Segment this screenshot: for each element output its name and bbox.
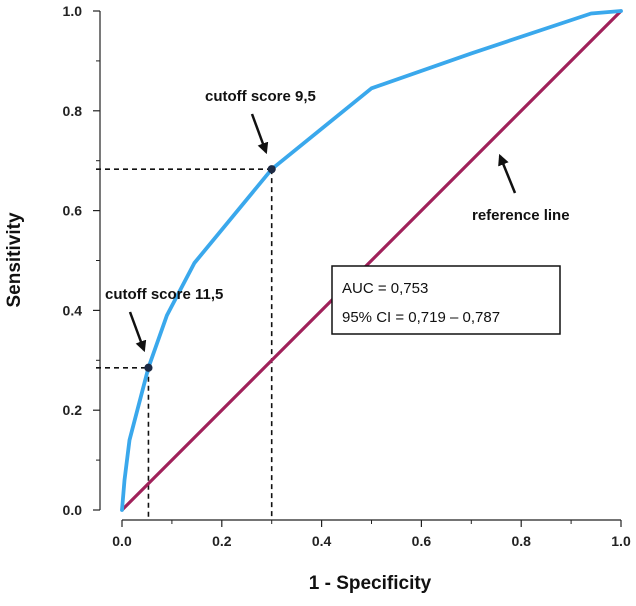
y-tick-label: 0.8 (63, 103, 83, 119)
reference-line-label: reference line (472, 207, 570, 224)
annotations: cutoff score 9,5 cutoff score 11,5 refer… (105, 88, 570, 353)
cutoff-label-9-5: cutoff score 9,5 (205, 88, 316, 105)
y-tick-label: 0.2 (63, 402, 83, 418)
arrow-cutoff-9-5 (250, 113, 269, 155)
cutoff-guides (96, 168, 273, 520)
x-tick-label: 0.8 (511, 533, 531, 549)
stats-ci: 95% CI = 0,719 – 0,787 (342, 309, 500, 326)
y-tick-label: 0.0 (63, 502, 83, 518)
cutoff-label-11-5: cutoff score 11,5 (105, 286, 223, 303)
arrow-cutoff-11-5 (128, 311, 147, 353)
series-layer (120, 9, 623, 512)
x-axis-title: 1 - Specificity (309, 573, 432, 594)
x-tick-label: 0.0 (112, 533, 132, 549)
cutoff-point (144, 363, 153, 372)
y-axis-title: Sensitivity (4, 212, 25, 307)
x-tick-label: 0.4 (312, 533, 332, 549)
cutoff-points (144, 165, 276, 372)
x-tick-label: 0.2 (212, 533, 232, 549)
roc-curve-line (120, 9, 623, 512)
y-tick-label: 0.4 (63, 302, 83, 318)
stats-auc: AUC = 0,753 (342, 280, 428, 297)
x-tick-label: 1.0 (611, 533, 631, 549)
stats-box: AUC = 0,753 95% CI = 0,719 – 0,787 (331, 265, 561, 335)
y-tick-label: 1.0 (63, 3, 83, 19)
axes: 0.0 0.2 0.4 0.6 0.8 1.0 0.0 0.2 0.4 0.6 0.8 1.0 (63, 3, 631, 549)
cutoff-point (267, 165, 276, 174)
reference-line (120, 9, 623, 512)
y-tick-label: 0.6 (63, 203, 83, 219)
arrow-reference-line (498, 153, 517, 194)
stats-box-frame (331, 265, 561, 335)
x-tick-label: 0.6 (412, 533, 432, 549)
